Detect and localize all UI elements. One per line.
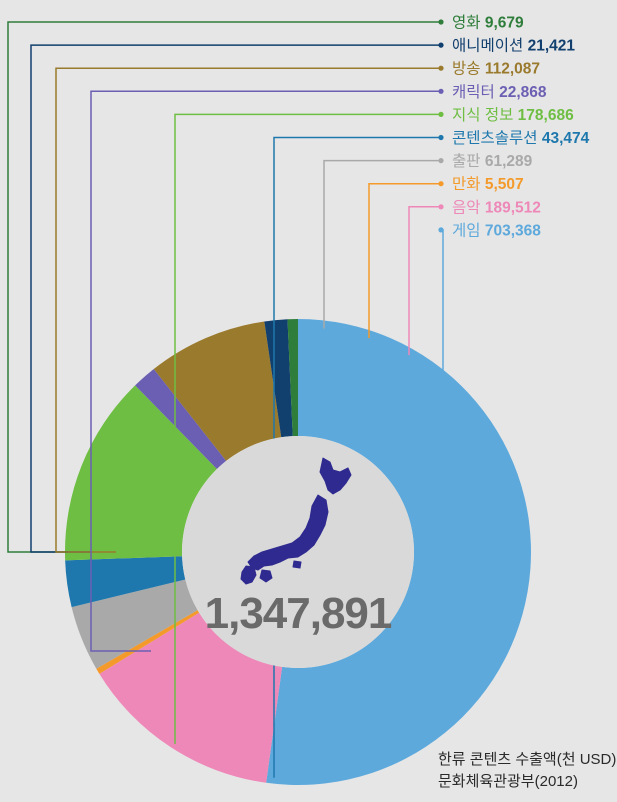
slice-0 [266,318,532,785]
legend-name: 콘텐츠솔루션 [452,129,542,147]
legend-value: 21,421 [528,38,576,55]
legend-dot-5 [438,134,444,141]
legend-label-5: 콘텐츠솔루션 43,474 [452,129,590,147]
legend-dot-7 [438,181,444,187]
legend-label-4: 지식 정보 178,686 [452,106,574,124]
legend-value: 43,474 [542,130,590,147]
leader-line-6 [323,159,441,329]
legend-label-3: 캐릭터 22,868 [452,83,547,101]
legend-label-8: 음악 189,512 [452,198,541,216]
slice-1 [99,612,283,783]
legend-label-9: 게임 703,368 [452,221,541,239]
legend-dot-8 [438,204,444,210]
legend-dot-6 [438,158,444,164]
legend-value: 178,686 [518,107,574,124]
legend-name: 캐릭터 [452,83,499,101]
legend-label-6: 출판 61,289 [452,152,533,170]
total-value: 1,347,891 [205,589,392,638]
legend-name: 지식 정보 [452,106,518,124]
slice-7 [153,321,282,461]
legend-name: 출판 [452,152,485,170]
legend-label-2: 방송 112,087 [452,60,540,78]
legend-value: 22,868 [499,84,547,101]
legend-label-1: 애니메이션 21,421 [452,37,575,55]
legend-value: 189,512 [485,199,541,216]
legend-dot-4 [438,111,444,117]
leader-line-7 [368,182,441,339]
legend-name: 만화 [452,175,485,193]
legend-dot-0 [438,19,444,25]
legend-value: 9,679 [485,15,524,32]
slice-2 [96,610,200,674]
legend-name: 방송 [452,60,485,78]
source-caption: 문화체육관광부(2012) [438,773,578,790]
slice-8 [264,319,293,438]
leader-line-9 [441,229,444,378]
legend-name: 음악 [452,198,485,216]
legend-label-7: 만화 5,507 [452,175,524,193]
legend-value: 5,507 [485,176,524,193]
legend: 영화 9,679 애니메이션 21,421 방송 112,087 캐릭터 22,868… [438,14,590,239]
legend-dot-2 [438,65,444,71]
slice-4 [65,556,186,608]
slice-3 [71,579,198,669]
slices [65,318,532,785]
leader-line-4 [174,113,441,744]
legend-value: 112,087 [485,61,540,78]
leader-line-8 [408,206,441,356]
legend-dot-9 [438,227,444,233]
slice-5 [65,385,217,561]
legend-value: 61,289 [485,153,533,170]
legend-dot-3 [438,88,444,94]
legend-name: 영화 [452,14,485,32]
chart-caption: 한류 콘텐츠 수출액(천 USD) 문화체육관광부(2012) [438,749,616,793]
japan-map-icon [240,457,352,585]
legend-value: 703,368 [485,222,541,239]
unit-caption: 한류 콘텐츠 수출액(천 USD) [438,751,617,768]
slice-9 [287,319,298,437]
legend-label-0: 영화 9,679 [452,14,524,32]
leader-line-3 [90,90,441,652]
legend-name: 게임 [452,221,485,239]
legend-dot-1 [438,42,444,48]
legend-name: 애니메이션 [452,37,528,55]
slice-6 [135,369,227,470]
leader-line-2 [55,67,441,553]
